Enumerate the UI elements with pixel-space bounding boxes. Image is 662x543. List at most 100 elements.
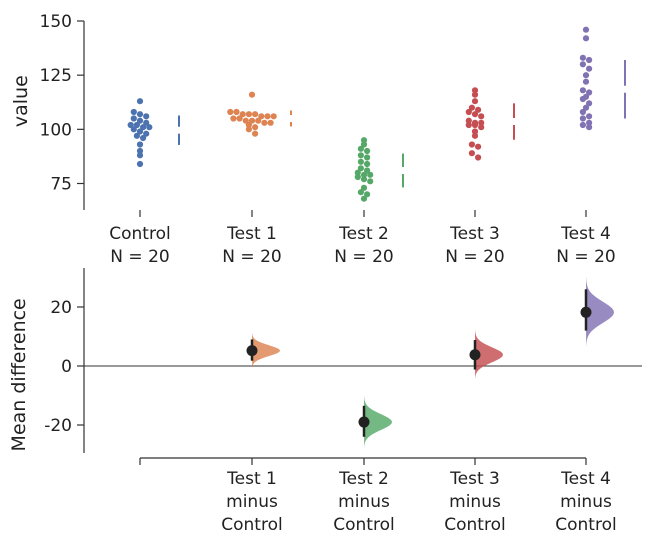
swarm-point [360,195,368,202]
bottom-y-tick-label: 0 [61,357,72,377]
swarm-point [133,121,140,129]
swarm-point [360,184,368,191]
swarm-point [367,178,374,185]
swarm-point [130,126,137,133]
swarm-point [579,108,587,116]
top-y-tick-label: 125 [40,66,72,86]
swarm-point [245,121,252,129]
swarm-point [579,115,587,122]
swarm-point [136,98,144,105]
swarm-point [255,117,262,124]
swarm-point [357,189,364,196]
swarm-point [357,145,364,152]
swarm-point [270,113,277,120]
mean-difference-point [358,416,370,428]
swarm-point [475,143,482,150]
swarm-point [133,132,140,139]
top-x-tick-label: Control [109,224,170,244]
top-y-tick-label: 75 [50,175,72,195]
bottom-x-tick-label: minus [560,492,612,512]
swarm-point [579,61,587,68]
swarm-point [245,126,252,133]
swarm-point [465,117,472,124]
swarm-point [582,26,590,33]
swarm-point [252,124,259,131]
swarm-point [136,152,144,159]
bottom-x-tick-label: Control [333,515,394,535]
swarm-point [475,106,482,113]
swarm-point [582,78,590,85]
bottom-x-tick-label: Control [444,515,505,535]
swarm-point [143,113,150,120]
top-x-n-label: N = 20 [334,247,393,267]
bottom-x-tick-label: minus [338,492,390,512]
swarm-point [360,171,368,178]
swarm-point [364,154,371,161]
swarm-point [478,113,485,120]
bottom-x-tick-label: Control [555,515,616,535]
swarm-point [248,91,256,98]
bottom-x-tick-label: minus [449,492,501,512]
swarm-point [357,165,364,172]
top-y-axis-title: value [10,75,32,127]
swarm-point [586,119,593,126]
swarm-point [582,104,590,111]
swarm-point [248,117,256,124]
swarm-point [478,124,485,131]
swarm-point [475,154,482,161]
top-y-tick-label: 100 [40,120,72,140]
swarm-point [471,98,479,105]
swarm-point [579,121,587,129]
swarm-point [360,141,368,148]
swarm-point [468,104,475,111]
bottom-x-tick-label: Test 3 [449,469,500,489]
swarm-point [140,124,147,131]
swarm-point [364,160,371,168]
bottom-x-tick-label: Test 4 [560,469,611,489]
bootstrap-distribution [252,332,280,369]
swarm-point [236,115,243,122]
swarm-point [586,100,593,107]
swarm-point [471,111,479,118]
swarm-point [230,115,237,122]
swarm-point [357,158,364,165]
swarm-point [478,119,485,126]
swarm-point [136,141,144,148]
swarm-point [364,167,371,174]
swarm-point [586,89,593,96]
swarm-point [586,65,593,72]
top-x-tick-label: Test 2 [338,224,389,244]
swarm-point [471,91,479,98]
swarm-point [579,95,587,103]
swarm-point [239,111,246,118]
swarm-point [136,128,144,135]
swarm-point [586,124,593,131]
top-x-tick-label: Test 1 [226,224,277,244]
swarm-point [579,54,587,61]
swarm-point [261,119,268,126]
swarm-point [143,119,150,126]
swarm-point [252,111,259,118]
swarm-point [357,152,364,159]
swarm-point [579,87,587,94]
swarm-point [471,128,479,135]
swarm-point [582,35,590,42]
swarm-point [354,173,361,181]
swarm-point [354,169,361,176]
bottom-x-tick-label: Control [221,515,282,535]
swarm-point [130,115,137,122]
swarm-point [586,56,593,64]
mean-difference-point [246,345,258,357]
swarm-point [468,150,475,157]
swarm-point [364,147,371,155]
swarm-point [136,111,144,118]
bottom-x-tick-label: Test 2 [338,469,389,489]
top-x-n-label: N = 20 [110,247,169,267]
swarm-point [364,191,371,198]
bottom-x-tick-label: Test 1 [226,469,277,489]
mean-difference-point [469,349,481,361]
swarm-point [245,111,252,118]
swarm-point [471,121,479,129]
swarm-point [136,117,144,124]
swarm-point [130,108,137,116]
